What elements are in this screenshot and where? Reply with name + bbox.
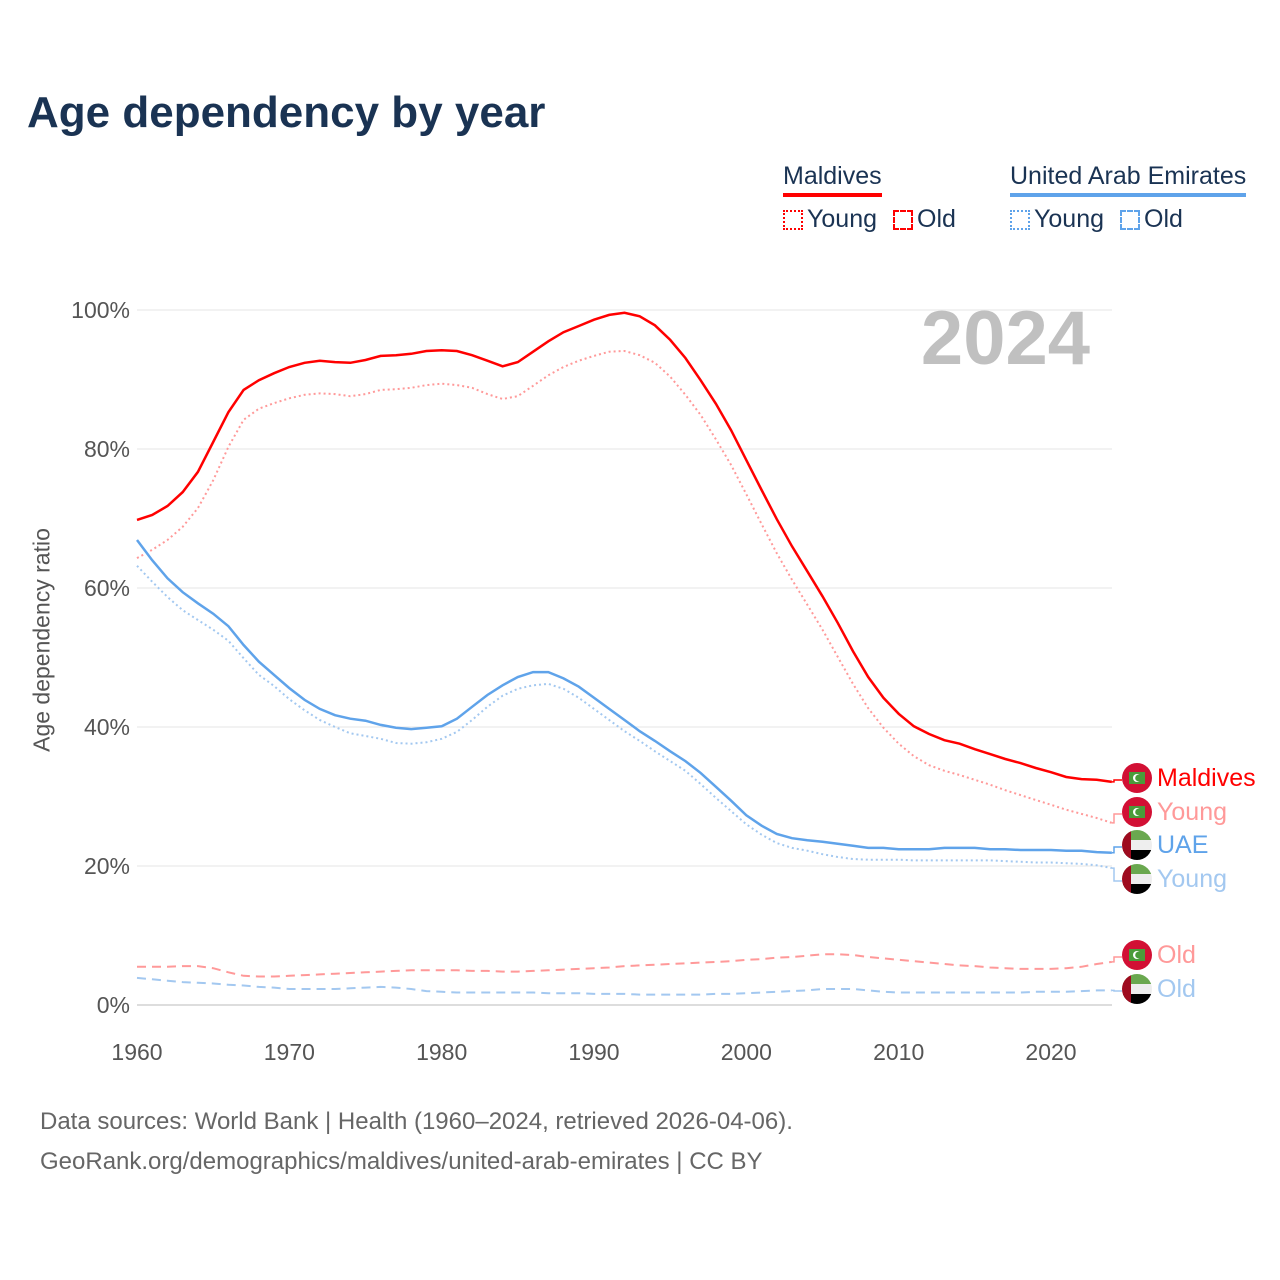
end-label-uae-old: Old [1122,974,1196,1004]
maldives-flag-icon [1122,797,1152,827]
uae-flag-icon [1122,830,1152,860]
end-label-maldives-young: Young [1122,797,1227,827]
end-label-maldives-total: Maldives [1122,763,1256,793]
series-line-maldives [136,311,1113,784]
uae-flag-icon [1122,864,1152,894]
legend-maldives-name[interactable]: Maldives [783,162,882,197]
series-line-maldives-old [137,953,1113,978]
x-tick-label: 2020 [1025,1039,1076,1065]
x-tick-label: 2010 [873,1039,924,1065]
label-connector [1112,846,1122,854]
uae-flag-icon [1122,974,1152,1004]
series-line-uae-young [136,565,1113,870]
x-tick-label: 2000 [721,1039,772,1065]
series-line-uae [136,539,1112,855]
x-tick-label: 1990 [568,1039,619,1065]
y-tick-label: 0% [97,992,130,1018]
chart-title: Age dependency by year [27,88,546,137]
dashed-swatch-icon [1120,209,1140,230]
label-connector [1112,867,1122,882]
end-label-text: Old [1157,940,1196,969]
end-label-uae-young: Young [1122,864,1227,894]
y-tick-label: 40% [84,714,130,740]
label-connector [1112,956,1122,963]
legend-label: Old [917,205,956,233]
legend-label: Young [1034,205,1104,233]
end-label-text: Young [1157,797,1227,826]
end-label-text: UAE [1157,830,1209,859]
dotted-swatch-icon [783,209,803,230]
y-tick-label: 20% [84,853,130,879]
label-connector [1112,813,1122,824]
legend-uae: United Arab Emirates Young Old [1010,162,1247,234]
x-tick-label: 1960 [111,1039,162,1065]
end-label-text: Young [1157,864,1227,893]
y-tick-label: 100% [71,297,130,323]
x-tick-label: 1970 [264,1039,315,1065]
maldives-flag-icon [1122,940,1152,970]
source-line-2[interactable]: GeoRank.org/demographics/maldives/united… [40,1148,763,1175]
legend-uae-name[interactable]: United Arab Emirates [1010,162,1247,197]
legend-maldives-old[interactable]: Old [893,205,956,234]
legend-label: Old [1144,205,1183,233]
label-connector [1112,779,1122,783]
x-tick-label: 1980 [416,1039,467,1065]
dashed-swatch-icon [893,209,913,230]
y-tick-label: 60% [84,575,130,601]
legend-maldives-young[interactable]: Young [783,205,877,234]
series-line-uae-old [136,976,1112,996]
legend-label: Young [807,205,877,233]
end-label-uae-total: UAE [1122,830,1208,860]
label-connector [1112,989,1122,992]
legend-uae-young[interactable]: Young [1010,205,1104,234]
source-line-1: Data sources: World Bank | Health (1960–… [40,1108,793,1135]
y-tick-label: 80% [84,436,130,462]
end-label-text: Maldives [1157,763,1256,792]
dotted-swatch-icon [1010,209,1030,230]
legend-uae-old[interactable]: Old [1120,205,1183,234]
maldives-flag-icon [1122,763,1152,793]
legend-maldives: Maldives Young Old [783,162,956,234]
end-label-maldives-old: Old [1122,940,1196,970]
series-line-maldives-young [136,349,1113,824]
end-label-text: Old [1157,974,1196,1003]
